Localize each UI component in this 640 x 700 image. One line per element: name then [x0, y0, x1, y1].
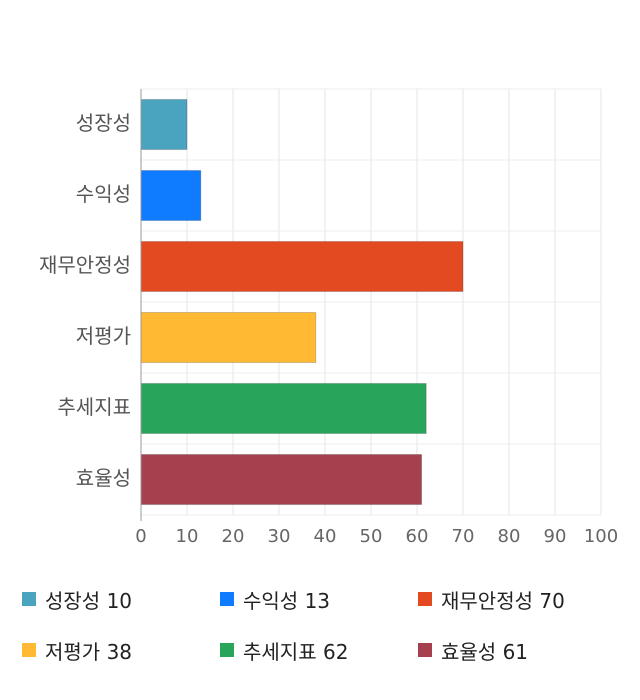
legend-swatch	[418, 592, 432, 606]
bar	[140, 383, 427, 434]
x-tick-label: 50	[360, 526, 383, 547]
legend-value: 38	[106, 639, 133, 664]
legend-label: 수익성	[243, 588, 299, 613]
category-label: 재무안정성	[39, 253, 131, 277]
x-tick-label: 80	[498, 526, 521, 547]
bar	[140, 241, 464, 292]
x-tick-label: 10	[176, 526, 199, 547]
x-tick-label: 60	[406, 526, 429, 547]
legend-value: 62	[322, 639, 349, 664]
legend-item: 재무안정성 70	[418, 585, 565, 613]
category-label: 추세지표	[57, 395, 131, 419]
chart-legend: 성장성 10 수익성 13 재무안정성 70 저평가 38 추세지표 62 효율…	[0, 580, 640, 680]
legend-swatch	[220, 592, 234, 606]
bar	[140, 454, 423, 505]
category-label: 저평가	[76, 324, 131, 348]
legend-label: 추세지표	[243, 639, 317, 664]
x-tick-label: 40	[314, 526, 337, 547]
legend-label: 저평가	[45, 639, 101, 664]
legend-label: 재무안정성	[441, 588, 533, 613]
category-label: 효율성	[76, 466, 131, 490]
category-label: 성장성	[76, 111, 131, 135]
bar	[140, 170, 202, 221]
x-tick-label: 0	[135, 526, 146, 547]
legend-swatch	[220, 643, 234, 657]
x-tick-label: 70	[452, 526, 475, 547]
legend-item: 수익성 13	[220, 585, 330, 613]
legend-item: 추세지표 62	[220, 636, 348, 664]
legend-swatch	[418, 643, 432, 657]
x-tick-label: 20	[222, 526, 245, 547]
bar	[140, 99, 188, 150]
x-tick-label: 100	[584, 526, 618, 547]
legend-item: 효율성 61	[418, 636, 528, 664]
legend-label: 성장성	[45, 588, 101, 613]
legend-swatch	[22, 643, 36, 657]
legend-value: 70	[539, 588, 565, 613]
bar	[140, 312, 317, 363]
x-tick-label: 90	[544, 526, 567, 547]
legend-value: 13	[304, 588, 331, 613]
legend-swatch	[22, 592, 36, 606]
legend-item: 성장성 10	[22, 585, 132, 613]
category-label: 수익성	[76, 182, 131, 206]
legend-item: 저평가 38	[22, 636, 132, 664]
legend-value: 61	[502, 639, 529, 664]
legend-value: 10	[106, 588, 133, 613]
x-tick-label: 30	[268, 526, 291, 547]
legend-label: 효율성	[441, 639, 497, 664]
